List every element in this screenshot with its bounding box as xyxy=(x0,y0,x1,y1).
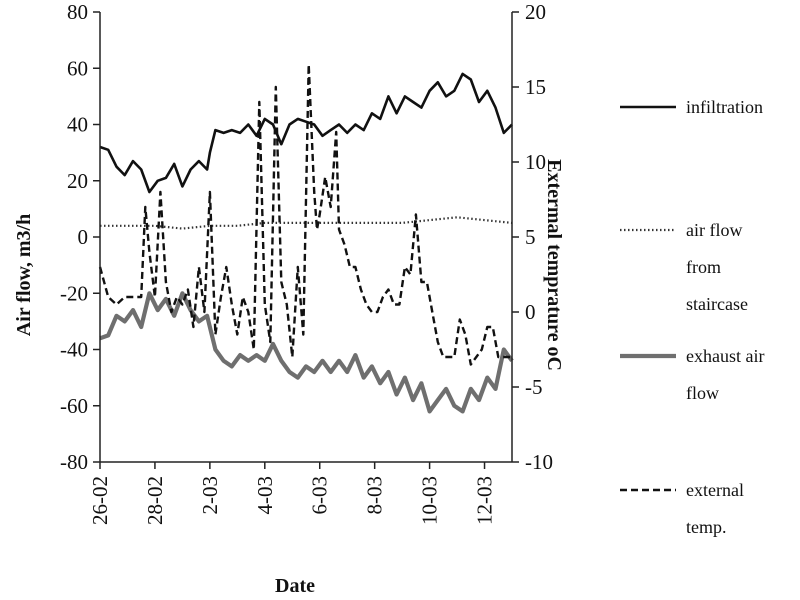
series-line-external-temp. xyxy=(98,63,512,366)
x-tick-label: 6-03 xyxy=(308,476,332,515)
axes-layer: 80 60 40 20 0 -20 -40 -60 -80 20 15 10 5 0 -5 -10 26-02 2… xyxy=(60,0,553,525)
y-tick-label: -40 xyxy=(60,338,88,362)
y-tick-label: 0 xyxy=(78,225,89,249)
series-line-exhaust-air-flow xyxy=(99,291,514,414)
y-tick-label: -80 xyxy=(60,450,88,474)
y2-tick-label: 10 xyxy=(525,150,546,174)
legend-label: external temp. xyxy=(686,480,744,537)
x-tick-label: 26-02 xyxy=(88,476,112,525)
x-tick-label: 8-03 xyxy=(363,476,387,515)
y-axis-title: Air flow, m3/h xyxy=(13,214,35,336)
x-tick-label: 12-03 xyxy=(473,476,497,525)
x-tick-label: 4-03 xyxy=(253,476,277,515)
x-tick-label: 28-02 xyxy=(143,476,167,525)
y2-tick-label: 15 xyxy=(525,75,546,99)
legend: infiltration air flow from staircase exhaust… xyxy=(620,97,764,537)
legend-label: infiltration xyxy=(686,97,763,117)
y2-tick-label: 20 xyxy=(525,0,546,24)
x-tick-label: 10-03 xyxy=(418,476,442,525)
y2-tick-label: 5 xyxy=(525,225,536,249)
legend-label: exhaust air flow xyxy=(686,346,764,403)
legend-label: air flow from staircase xyxy=(686,220,748,314)
series-layer xyxy=(98,63,514,414)
y-tick-label: -60 xyxy=(60,394,88,418)
y-tick-label: 80 xyxy=(67,0,88,24)
y-tick-label: 40 xyxy=(67,113,88,137)
series-line-infiltration xyxy=(99,72,513,194)
x-tick-label: 2-03 xyxy=(198,476,222,515)
x-axis-title: Date xyxy=(275,575,315,597)
y-tick-label: 60 xyxy=(67,56,88,80)
y2-axis-title: Extermal temprature oC xyxy=(543,159,565,371)
y2-tick-label: -5 xyxy=(525,375,543,399)
y-tick-label: 20 xyxy=(67,169,88,193)
y2-tick-label: -10 xyxy=(525,450,553,474)
series-line-air-flow-from-staircase xyxy=(100,216,513,230)
y-tick-label: -20 xyxy=(60,281,88,305)
y2-tick-label: 0 xyxy=(525,300,536,324)
